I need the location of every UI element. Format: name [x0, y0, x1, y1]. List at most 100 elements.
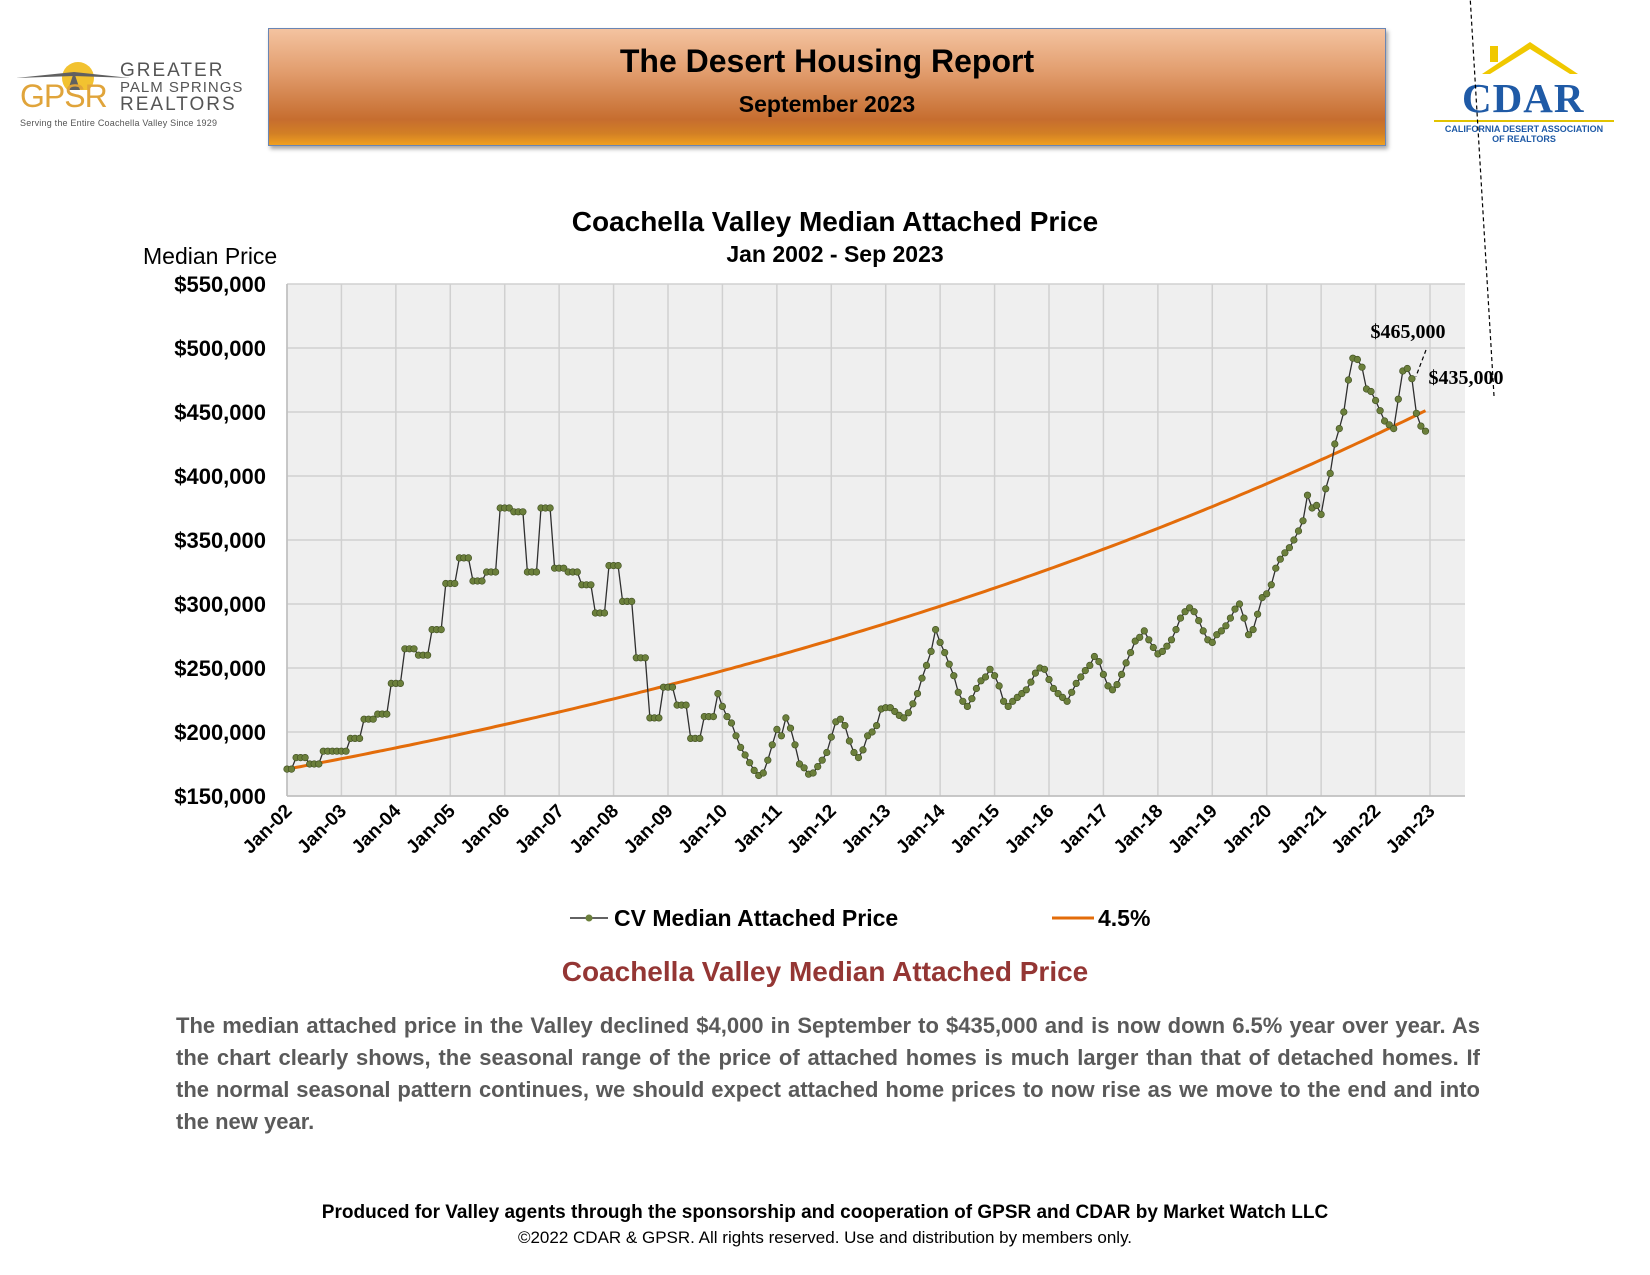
x-tick-labels: Jan-02Jan-03Jan-04Jan-05Jan-06Jan-07Jan-…: [239, 800, 1439, 858]
data-point: [1394, 395, 1402, 403]
data-point: [1253, 610, 1262, 618]
data-point: [768, 741, 776, 749]
y-tick-labels: $150,000 $200,000 $250,000 $300,000 $350,000…: [174, 272, 266, 809]
annotations: $465,000 $435,000: [1371, 0, 1504, 397]
data-point: [1072, 679, 1080, 688]
data-point: [913, 689, 922, 698]
data-point: [741, 751, 749, 759]
annotation-label: $435,000: [1429, 367, 1504, 389]
x-tick-label: Jan-02: [239, 801, 296, 858]
data-point: [827, 733, 835, 741]
x-tick-label: Jan-08: [566, 801, 623, 858]
data-point: [1009, 697, 1017, 705]
data-point: [1417, 422, 1425, 430]
cdar-roof-icon: [1482, 42, 1578, 74]
data-point: [1222, 622, 1230, 630]
data-point: [709, 712, 718, 721]
data-point: [464, 554, 473, 562]
data-point: [655, 714, 663, 722]
data-point: [1022, 686, 1030, 694]
data-point: [628, 597, 636, 606]
data-point: [1367, 387, 1375, 396]
data-point: [1195, 616, 1203, 625]
y-tick-label: $450,000: [174, 400, 266, 425]
cdar-sub-line2: OF REALTORS: [1492, 134, 1556, 144]
data-point: [850, 748, 858, 757]
x-tick-label: Jan-20: [1219, 801, 1276, 858]
data-point: [1235, 600, 1244, 608]
data-point: [936, 638, 944, 647]
data-point: [1031, 669, 1039, 677]
data-point: [795, 760, 804, 768]
data-point: [1126, 648, 1135, 657]
data-point: [546, 504, 554, 512]
x-tick-label: Jan-23: [1382, 801, 1439, 858]
data-point: [1090, 652, 1098, 661]
data-point: [868, 728, 876, 736]
data-point: [1285, 544, 1293, 552]
data-point: [1045, 675, 1053, 684]
data-point: [745, 759, 754, 767]
data-point: [931, 625, 940, 634]
data-point: [1358, 363, 1366, 371]
data-point: [809, 769, 817, 777]
data-point: [587, 581, 595, 589]
chart-subtitle: Jan 2002 - Sep 2023: [726, 241, 943, 267]
data-point: [1190, 608, 1198, 616]
data-point: [383, 710, 391, 718]
data-point: [1172, 625, 1180, 634]
data-point: [1136, 633, 1144, 641]
data-point: [641, 654, 649, 662]
data-point: [941, 648, 949, 657]
gpsr-name-line3: REALTORS: [120, 94, 237, 115]
data-point: [981, 673, 990, 681]
data-point: [945, 660, 953, 668]
x-tick-label: Jan-09: [620, 801, 677, 858]
median-price-chart: Coachella Valley Median Attached Price J…: [143, 0, 1504, 931]
data-point: [1145, 636, 1153, 644]
data-point: [986, 665, 994, 673]
legend-item-cv-median: CV Median Attached Price: [570, 905, 898, 931]
data-point: [1176, 614, 1185, 622]
data-point: [1108, 686, 1117, 694]
data-point: [1335, 425, 1343, 433]
data-point: [532, 568, 541, 576]
data-point: [1312, 501, 1321, 510]
data-point: [1412, 409, 1420, 417]
data-point: [904, 709, 913, 717]
data-point: [437, 625, 445, 634]
gpsr-mark: GPSR: [20, 78, 108, 115]
data-point: [954, 688, 962, 696]
data-point: [718, 702, 727, 711]
commentary-body: The median attached price in the Valley …: [176, 1013, 1480, 1134]
grid-lines: [286, 283, 1465, 797]
data-point: [1281, 549, 1289, 557]
x-tick-label: Jan-12: [783, 801, 840, 858]
data-point: [732, 732, 740, 740]
data-point: [872, 721, 881, 730]
data-point: [301, 753, 309, 762]
data-point: [1231, 605, 1239, 613]
data-point: [836, 715, 845, 723]
x-tick-label: Jan-19: [1164, 801, 1221, 858]
data-point: [999, 697, 1008, 705]
data-point: [1263, 590, 1271, 598]
x-tick-label: Jan-10: [675, 801, 732, 858]
data-point: [1149, 643, 1157, 652]
gpsr-logo: GPSR GREATER PALM SPRINGS REALTORS Servi…: [14, 50, 254, 130]
gpsr-name: GREATER PALM SPRINGS REALTORS: [120, 61, 243, 115]
report-banner: The Desert Housing Report September 2023: [268, 28, 1386, 146]
data-point: [682, 701, 690, 709]
data-point: [519, 508, 527, 516]
data-point: [410, 645, 418, 653]
legend-marker-cv-median: [585, 914, 593, 922]
data-point: [1140, 627, 1148, 635]
gpsr-sun-icon: [16, 62, 130, 90]
data-point: [1163, 642, 1171, 650]
y-tick-label: $300,000: [174, 592, 266, 617]
data-point: [814, 762, 822, 771]
data-point: [841, 721, 849, 730]
report-title: The Desert Housing Report: [619, 43, 1035, 79]
cdar-divider: [1434, 120, 1614, 122]
data-point: [927, 647, 935, 656]
